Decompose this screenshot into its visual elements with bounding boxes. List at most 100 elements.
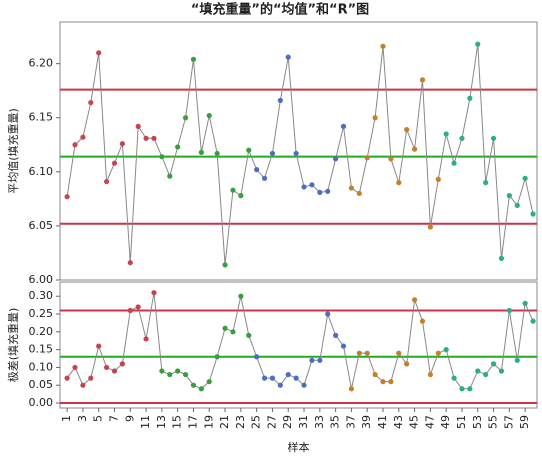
y-tick-label: 0.20 [29, 325, 54, 338]
data-point [198, 149, 204, 155]
x-tick-label: 45 [408, 415, 421, 429]
data-point [475, 368, 481, 374]
data-point [340, 343, 347, 349]
data-point [167, 371, 173, 378]
data-point [127, 260, 133, 266]
data-point [443, 347, 449, 353]
data-point [483, 371, 489, 378]
data-point [443, 131, 449, 137]
y-tick-label: 6.00 [29, 273, 54, 286]
y-tick-label: 6.10 [29, 165, 54, 178]
x-tick-label: 23 [234, 415, 247, 429]
data-point [159, 368, 165, 374]
data-point [459, 386, 465, 392]
x-tick-label: 51 [455, 415, 468, 429]
data-point [135, 304, 141, 310]
data-point [396, 180, 402, 186]
x-tick-label: 25 [250, 415, 263, 429]
data-point [522, 175, 528, 181]
data-point [261, 175, 268, 181]
data-point [206, 379, 212, 385]
data-point [317, 357, 323, 363]
data-point [388, 379, 394, 385]
data-point [88, 99, 94, 106]
x-tick-label: 11 [139, 415, 152, 429]
data-point [372, 371, 378, 378]
data-point [411, 297, 418, 303]
data-point [396, 350, 402, 356]
data-point [222, 262, 228, 268]
data-point [498, 368, 505, 374]
x-tick-label: 13 [155, 415, 168, 429]
data-point [175, 144, 181, 150]
data-point [483, 180, 489, 186]
data-point [490, 361, 497, 367]
y-axis-title: 极差(填充重量) [6, 308, 20, 383]
data-line [66, 44, 534, 265]
y-tick-label: 0.25 [29, 307, 54, 320]
data-point [459, 135, 465, 141]
x-tick-label: 37 [344, 415, 357, 429]
x-tick-label: 43 [392, 415, 405, 429]
data-point [522, 300, 528, 306]
y-tick-label: 0.05 [29, 378, 54, 391]
data-point [340, 123, 347, 129]
data-point [238, 293, 244, 299]
x-tick-label: 33 [313, 415, 326, 429]
data-point [182, 371, 189, 378]
data-point [333, 332, 339, 338]
data-point [277, 382, 283, 388]
data-point [119, 141, 125, 147]
data-point [96, 50, 102, 56]
data-point [356, 350, 362, 356]
data-point [198, 386, 204, 392]
data-point [269, 150, 276, 157]
data-point [451, 160, 457, 166]
x-tick-label: 31 [297, 415, 310, 429]
data-point [254, 354, 260, 360]
data-point [127, 307, 133, 314]
x-tick-label: 7 [107, 415, 120, 422]
y-tick-label: 0.15 [29, 343, 54, 356]
plot-frame [59, 21, 538, 281]
data-point [356, 190, 362, 197]
data-point [230, 329, 236, 335]
data-point [348, 185, 355, 191]
data-point [506, 193, 512, 199]
data-point [435, 176, 441, 182]
data-point [514, 357, 520, 363]
y-tick-label: 6.20 [29, 57, 54, 70]
data-point [151, 290, 157, 296]
y-tick-label: 0.00 [29, 396, 54, 409]
x-tick-label: 57 [502, 415, 515, 429]
data-point [451, 375, 457, 381]
data-point [269, 375, 276, 381]
data-point [214, 354, 220, 360]
data-point [404, 127, 410, 133]
data-point [333, 156, 339, 162]
data-point [364, 350, 370, 356]
data-point [388, 156, 394, 162]
data-point [514, 202, 520, 208]
data-point [419, 77, 426, 83]
data-point [190, 56, 197, 62]
data-point [214, 150, 220, 157]
y-axis-title: 平均值(填充重量) [6, 108, 20, 194]
data-point [293, 150, 299, 157]
x-tick-label: 19 [202, 415, 215, 429]
data-point [427, 371, 433, 378]
x-tick-label: 3 [76, 415, 89, 422]
data-point [103, 178, 110, 185]
data-point [103, 364, 110, 371]
data-point [490, 135, 497, 141]
data-point [167, 173, 173, 179]
y-tick-label: 0.10 [29, 360, 54, 373]
x-tick-label: 5 [92, 415, 105, 422]
chart-title: “填充重量”的“均值”和“R”图 [191, 2, 369, 18]
x-tick-label: 49 [439, 415, 452, 429]
data-point [254, 167, 260, 173]
data-point [285, 371, 291, 378]
data-point [530, 211, 536, 217]
x-tick-label: 47 [423, 415, 436, 429]
